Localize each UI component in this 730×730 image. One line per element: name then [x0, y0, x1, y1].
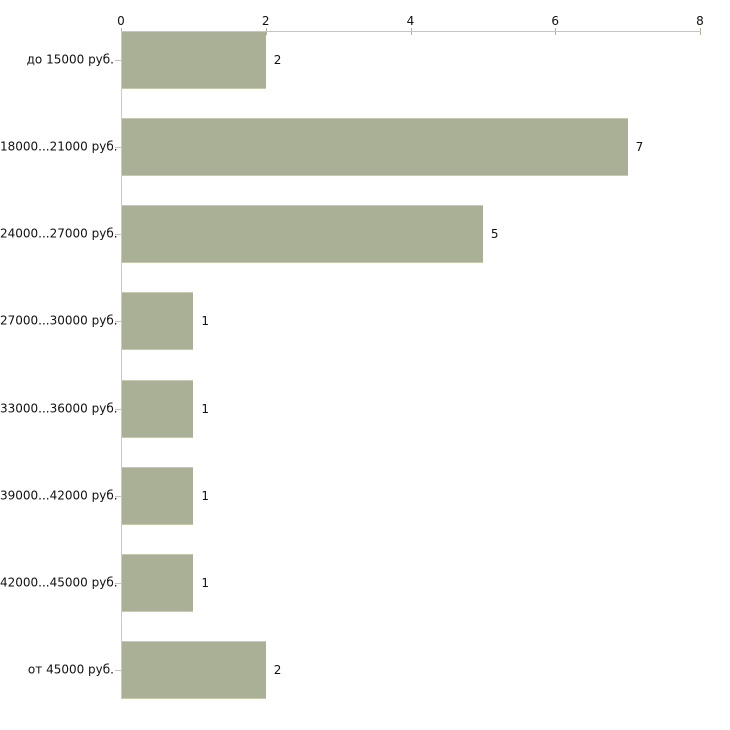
- bar-row: 24000...27000 руб. 5: [0, 205, 730, 264]
- x-axis-tick-label: 8: [696, 14, 704, 28]
- bar: [121, 641, 266, 700]
- category-tick-mark: [115, 670, 121, 672]
- value-label: 2: [273, 53, 282, 67]
- bar: [121, 205, 483, 264]
- category-label: от 45000 руб.: [27, 662, 114, 677]
- category-tick-mark: [115, 321, 121, 323]
- bar: [121, 31, 266, 89]
- bar: [121, 118, 628, 177]
- bar-row: 33000...36000 руб. 1: [0, 379, 730, 438]
- category-tick-mark: [115, 408, 121, 410]
- category-label: 39000...42000 руб.: [0, 488, 118, 503]
- value-label: 1: [201, 314, 210, 329]
- category-tick-mark: [115, 60, 121, 61]
- y-axis-line: [121, 31, 122, 699]
- bar: [121, 379, 194, 438]
- value-label: 2: [273, 663, 282, 678]
- category-tick-mark: [115, 582, 121, 584]
- bar-row: от 45000 руб. 2: [0, 641, 730, 700]
- category-tick-mark: [115, 234, 121, 236]
- value-label: 7: [635, 140, 644, 155]
- category-label: 27000...30000 руб.: [0, 313, 118, 328]
- category-label: 18000...21000 руб.: [0, 139, 118, 154]
- category-tick-mark: [115, 495, 121, 497]
- x-axis-tick-label: 2: [261, 14, 270, 28]
- x-axis-line: [121, 31, 701, 32]
- value-label: 5: [490, 227, 499, 242]
- x-axis-tick-label: 6: [551, 14, 560, 28]
- category-label: 33000...36000 руб.: [0, 401, 118, 416]
- bar-row: 42000...45000 руб. 1: [0, 553, 730, 612]
- bar: [121, 553, 194, 612]
- bar: [121, 292, 194, 351]
- category-label: до 15000 руб.: [26, 52, 114, 67]
- bar-row: 39000...42000 руб. 1: [0, 466, 730, 525]
- category-tick-mark: [115, 147, 121, 149]
- bar: [121, 466, 194, 525]
- value-label: 1: [201, 401, 210, 416]
- x-axis-tick-label: 0: [117, 14, 125, 28]
- bar-row: 27000...30000 руб. 1: [0, 292, 730, 351]
- category-label: 42000...45000 руб.: [0, 575, 118, 590]
- bar-row: 18000...21000 руб. 7: [0, 118, 730, 177]
- value-label: 1: [201, 488, 210, 503]
- x-axis-tick-label: 4: [406, 14, 415, 28]
- bar-row: до 15000 руб. 2: [0, 31, 730, 89]
- category-label: 24000...27000 руб.: [0, 226, 118, 241]
- value-label: 1: [201, 575, 210, 590]
